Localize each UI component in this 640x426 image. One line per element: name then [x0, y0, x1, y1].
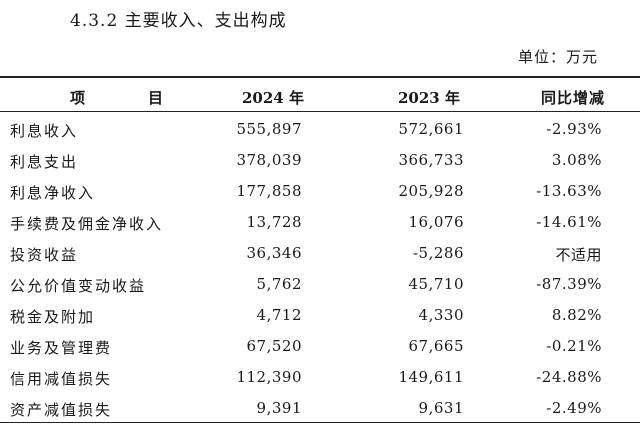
row-2023-value: 67,665 — [408, 337, 464, 355]
row-change: -14.61% — [536, 213, 602, 231]
row-item: 公允价值变动收益 — [10, 277, 147, 295]
row-change: 8.82% — [551, 306, 602, 324]
row-2023-value: 9,631 — [418, 399, 464, 417]
row-item: 资产减值损失 — [10, 401, 113, 419]
row-item: 信用减值损失 — [10, 370, 113, 388]
header-item: 项 目 — [70, 89, 188, 107]
table-top-rule — [0, 76, 640, 78]
row-2023-value: 366,733 — [398, 151, 464, 169]
row-item: 手续费及佣金净收入 — [10, 215, 164, 233]
row-change: 3.08% — [551, 151, 602, 169]
table-row: 利息支出 378,039 366,733 3.08% — [0, 147, 640, 178]
row-change: 不适用 — [555, 246, 602, 264]
table-row: 业务及管理费 67,520 67,665 -0.21% — [0, 333, 640, 364]
row-item: 投资收益 — [10, 246, 79, 264]
row-2024-value: 4,712 — [256, 306, 302, 324]
row-2023-value: 4,330 — [418, 306, 464, 324]
table-row: 利息收入 555,897 572,661 -2.93% — [0, 116, 640, 147]
table-row: 利息净收入 177,858 205,928 -13.63% — [0, 178, 640, 209]
row-change: -87.39% — [536, 275, 602, 293]
table-bottom-rule — [0, 422, 640, 423]
row-change: -13.63% — [536, 182, 602, 200]
unit-label: 单位：万元 — [517, 48, 598, 66]
row-2023-value: 572,661 — [398, 120, 464, 138]
table-header-rule — [0, 111, 640, 112]
header-2024: 2024 年 — [242, 89, 304, 107]
row-2024-value: 177,858 — [236, 182, 302, 200]
row-2024-value: 9,391 — [256, 399, 302, 417]
table-row: 手续费及佣金净收入 13,728 16,076 -14.61% — [0, 209, 640, 240]
row-2023-value: 16,076 — [408, 213, 464, 231]
table-row: 公允价值变动收益 5,762 45,710 -87.39% — [0, 271, 640, 302]
row-change: -0.21% — [546, 337, 602, 355]
row-change: -2.93% — [546, 120, 602, 138]
row-item: 业务及管理费 — [10, 339, 113, 357]
row-2023-value: 45,710 — [408, 275, 464, 293]
row-2023-value: 205,928 — [398, 182, 464, 200]
table-row: 信用减值损失 112,390 149,611 -24.88% — [0, 364, 640, 395]
section-title: 4.3.2 主要收入、支出构成 — [70, 11, 287, 31]
row-item: 税金及附加 — [10, 308, 96, 326]
table-row: 税金及附加 4,712 4,330 8.82% — [0, 302, 640, 333]
row-item: 利息净收入 — [10, 184, 96, 202]
table-body: 利息收入 555,897 572,661 -2.93% 利息支出 378,039… — [0, 116, 640, 426]
row-2024-value: 112,390 — [236, 368, 302, 386]
row-2024-value: 5,762 — [256, 275, 302, 293]
table-header: 项 目 2024 年 2023 年 同比增减 — [0, 84, 640, 108]
row-change: -2.49% — [546, 399, 602, 417]
row-item: 利息支出 — [10, 153, 79, 171]
header-2023: 2023 年 — [398, 89, 460, 107]
row-change: -24.88% — [536, 368, 602, 386]
table-row: 投资收益 36,346 -5,286 不适用 — [0, 240, 640, 271]
row-2023-value: -5,286 — [412, 244, 464, 262]
row-2024-value: 13,728 — [246, 213, 302, 231]
table-row: 资产减值损失 9,391 9,631 -2.49% — [0, 395, 640, 426]
row-2024-value: 67,520 — [246, 337, 302, 355]
row-item: 利息收入 — [10, 122, 79, 140]
header-change: 同比增减 — [541, 89, 606, 107]
row-2024-value: 555,897 — [236, 120, 302, 138]
row-2023-value: 149,611 — [398, 368, 464, 386]
row-2024-value: 36,346 — [246, 244, 302, 262]
row-2024-value: 378,039 — [236, 151, 302, 169]
